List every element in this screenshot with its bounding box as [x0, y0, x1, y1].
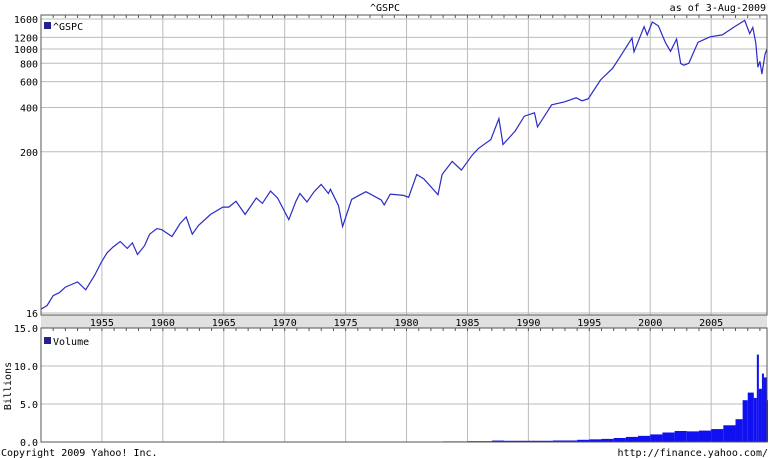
y-tick-label: 200: [20, 148, 38, 159]
volume-bar: [698, 430, 712, 442]
y-tick-label: 400: [20, 104, 38, 115]
as-of-date: as of 3-Aug-2009: [670, 3, 766, 14]
volume-bar: [756, 354, 759, 442]
price-grid: [41, 15, 767, 315]
legend-label-volume: Volume: [53, 337, 89, 348]
legend-swatch-volume: [44, 337, 51, 344]
volume-bar: [735, 419, 743, 442]
volume-bar: [528, 440, 553, 442]
volume-bar: [638, 435, 651, 442]
volume-tick-labels: 0.0 5.0 10.0 15.0: [14, 324, 38, 449]
legend-swatch-gspc: [44, 22, 51, 29]
x-tick-label: 1970: [273, 318, 297, 329]
x-tick-label: 1965: [212, 318, 236, 329]
price-frame: [40, 14, 768, 316]
x-tick-label: 2005: [699, 318, 723, 329]
copyright-text: Copyright 2009 Yahoo! Inc.: [1, 448, 158, 458]
volume-bar: [742, 400, 748, 442]
volume-tick-label: 10.0: [14, 362, 38, 373]
volume-bar: [613, 437, 626, 442]
volume-bar: [601, 438, 614, 442]
volume-bar: [758, 388, 762, 442]
legend-label-gspc: ^GSPC: [53, 22, 83, 33]
chart-title: ^GSPC: [370, 3, 400, 14]
volume-bar: [686, 431, 699, 442]
volume-bar: [662, 432, 675, 442]
volume-bar: [552, 440, 578, 442]
x-tick-label: 2000: [638, 318, 662, 329]
volume-tick-label: 0.0: [20, 438, 38, 449]
volume-bar: [723, 425, 736, 442]
y-tick-label: 600: [20, 78, 38, 89]
y-tick-label: 1000: [14, 45, 38, 56]
y-tick-label: 16: [26, 309, 38, 320]
x-tick-label: 1960: [151, 318, 175, 329]
y-tick-label: 1200: [14, 33, 38, 44]
volume-bar: [491, 440, 505, 442]
x-tick-label: 1975: [334, 318, 358, 329]
volume-bars: [41, 354, 768, 442]
volume-bar: [763, 377, 767, 442]
x-tick-label: 1985: [455, 318, 479, 329]
volume-bar: [711, 429, 724, 442]
volume-bar: [747, 392, 754, 442]
volume-bar: [589, 439, 602, 442]
volume-bar: [504, 440, 529, 442]
volume-bar: [753, 397, 757, 442]
price-line: [40, 19, 768, 310]
x-tick-label: 1990: [516, 318, 540, 329]
x-axis-strip: [41, 315, 767, 328]
source-url[interactable]: http://finance.yahoo.com/: [617, 448, 768, 458]
volume-bar: [761, 373, 764, 442]
x-tick-label: 1955: [90, 318, 114, 329]
x-tick-label: 1980: [394, 318, 418, 329]
y-tick-label: 800: [20, 59, 38, 70]
volume-frame: [40, 327, 768, 443]
volume-bar: [674, 430, 687, 442]
x-tick-label: 1995: [577, 318, 601, 329]
volume-tick-label: 15.0: [14, 324, 38, 335]
volume-axis-label: Billions: [3, 362, 14, 410]
y-tick-label: 1600: [14, 15, 38, 26]
volume-bar: [625, 436, 639, 442]
volume-tick-label: 5.0: [20, 400, 38, 411]
volume-grid: [41, 327, 767, 443]
volume-bar: [577, 439, 590, 442]
x-tick-labels: 1955 1960 1965 1970 1975 1980 1985 1990 1995 2000…: [90, 318, 723, 329]
volume-bar: [650, 434, 663, 442]
